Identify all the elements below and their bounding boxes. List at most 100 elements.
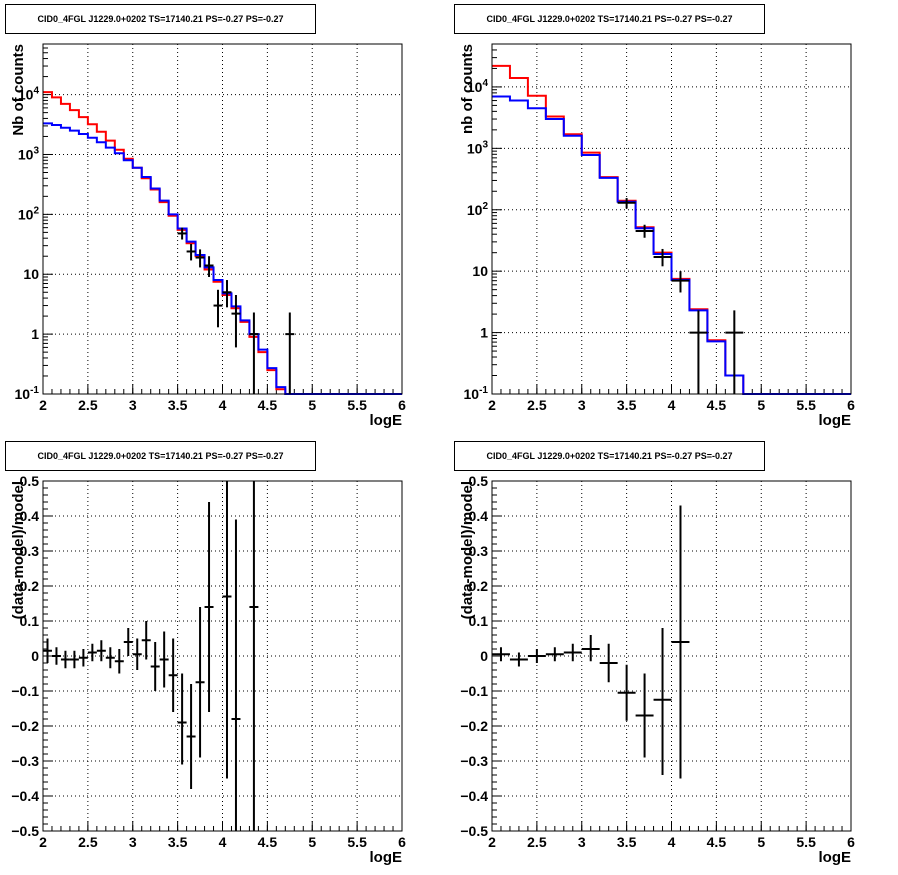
- x-tick-label: 3.5: [617, 397, 637, 413]
- x-tick-label: 6: [398, 397, 406, 413]
- x-tick-label: 2: [488, 397, 496, 413]
- y-tick-label: 104: [18, 86, 40, 103]
- data-point: [231, 519, 241, 831]
- data-point: [168, 638, 178, 712]
- y-tick-label: 1: [31, 326, 39, 342]
- x-tick-label: 4: [668, 834, 676, 850]
- data-point: [653, 628, 672, 775]
- y-axis-label: (data-model)/model: [459, 481, 476, 619]
- y-tick-label: 0.2: [469, 578, 489, 594]
- data-point: [204, 256, 214, 277]
- data-point: [213, 289, 223, 328]
- data-point: [599, 643, 618, 683]
- y-axis-label: nb of counts: [459, 44, 476, 134]
- panel-top-right: 2 2.5 3 3.5 4 4.5 5 5.5 6 10-1 1 10 102 103 104 logE nb …: [449, 0, 898, 437]
- y-tick-label: 0: [31, 648, 39, 664]
- y-tick-label: 0.2: [20, 578, 40, 594]
- data-point: [114, 649, 124, 674]
- chart-svg-2: 2 2.5 3 3.5 4 4.5 5 5.5 6 −0.5 −0.4 −0.3 −0.2 −0.1 0 0.…: [10, 473, 406, 866]
- chart-svg-3: 2 2.5 3 3.5 4 4.5 5 5.5 6 −0.5 −0.4 −0.3 −0.2 −0.1 0 0.…: [459, 473, 855, 866]
- y-tick-label: −0.3: [11, 753, 39, 769]
- data-point: [671, 505, 690, 779]
- x-tick-label: 2: [39, 834, 47, 850]
- data-point: [545, 647, 564, 662]
- data-point: [689, 310, 708, 394]
- x-tick-label: 3.5: [617, 834, 637, 850]
- y-tick-label: 0.5: [20, 473, 40, 489]
- data-point: [527, 649, 546, 663]
- y-tick-label: 1: [480, 325, 488, 341]
- y-tick-label: −0.2: [460, 718, 488, 734]
- y-axis-label: (data-model)/model: [10, 481, 27, 619]
- y-tick-label: 10: [23, 266, 39, 282]
- x-axis-label: logE: [819, 412, 852, 429]
- x-tick-label: 3.5: [168, 834, 188, 850]
- y-tick-label: −0.1: [460, 683, 488, 699]
- chart-svg-1: 2 2.5 3 3.5 4 4.5 5 5.5 6 10-1 1 10 102 103 104 logE nb …: [459, 43, 855, 429]
- x-tick-label: 4: [219, 397, 227, 413]
- y-tick-label: −0.4: [11, 788, 39, 804]
- data-point: [617, 198, 636, 209]
- x-tick-label: 6: [847, 834, 855, 850]
- y-axis-label: Nb of counts: [10, 44, 27, 136]
- y-tick-label: 10-1: [464, 385, 489, 402]
- data-point: [96, 640, 106, 662]
- data-point: [222, 280, 232, 308]
- data-point: [671, 271, 690, 293]
- data-point: [581, 635, 600, 662]
- y-tick-label: −0.2: [11, 718, 39, 734]
- data-point: [177, 227, 187, 240]
- y-tick-label: 103: [467, 139, 489, 156]
- x-tick-label: 3: [129, 834, 137, 850]
- x-tick-label: 2.5: [527, 834, 547, 850]
- x-tick-label: 6: [398, 834, 406, 850]
- plot-frame: [42, 480, 403, 832]
- y-tick-label: 102: [467, 201, 489, 218]
- chart-title: CID0_4FGL J1229.0+0202 TS=17140.21 PS=-0…: [5, 4, 316, 34]
- panel-top-left: 2 2.5 3 3.5 4 4.5 5 5.5 6 10-1 1 10 102 103 104 logE Nb …: [0, 0, 449, 437]
- chart-svg-0: 2 2.5 3 3.5 4 4.5 5 5.5 6 10-1 1 10 102 103 104 logE Nb …: [10, 43, 406, 429]
- y-tick-label: 103: [18, 145, 40, 162]
- x-tick-label: 4.5: [707, 397, 727, 413]
- x-tick-label: 2: [39, 397, 47, 413]
- y-tick-label: −0.3: [460, 753, 488, 769]
- x-tick-label: 4.5: [258, 834, 278, 850]
- data-point: [177, 673, 187, 765]
- data-point: [509, 652, 528, 667]
- data-point: [78, 649, 88, 667]
- data-point: [635, 673, 654, 758]
- y-tick-label: 0.3: [20, 543, 40, 559]
- data-point: [105, 647, 115, 669]
- data-point: [195, 607, 205, 758]
- x-tick-label: 3.5: [168, 397, 188, 413]
- x-tick-label: 5.5: [347, 834, 367, 850]
- data-point: [69, 650, 79, 669]
- chart-title: CID0_4FGL J1229.0+0202 TS=17140.21 PS=-0…: [454, 441, 765, 471]
- x-axis-label: logE: [370, 849, 403, 866]
- data-point: [87, 643, 97, 662]
- x-tick-label: 4: [668, 397, 676, 413]
- y-tick-label: −0.1: [11, 683, 39, 699]
- x-tick-label: 4.5: [258, 397, 278, 413]
- plot-frame: [42, 43, 403, 395]
- plot-frame: [491, 480, 852, 832]
- data-point: [285, 312, 295, 394]
- y-tick-label: −0.5: [11, 823, 39, 839]
- x-tick-label: 4: [219, 834, 227, 850]
- data-point: [635, 224, 654, 238]
- x-tick-label: 5: [757, 397, 765, 413]
- y-tick-label: 102: [18, 205, 40, 222]
- plot-frame: [491, 43, 852, 395]
- data-point: [249, 312, 259, 394]
- y-tick-label: 104: [467, 78, 489, 95]
- y-tick-label: 0.1: [469, 613, 489, 629]
- y-tick-label: 10: [472, 263, 488, 279]
- data-point: [159, 631, 169, 688]
- data-point: [123, 628, 133, 656]
- data-point: [725, 310, 744, 394]
- x-tick-label: 2.5: [78, 834, 98, 850]
- data-point: [150, 642, 160, 691]
- data-point: [222, 481, 232, 779]
- series-line-blue: [492, 95, 851, 395]
- y-tick-label: 10-1: [15, 385, 40, 402]
